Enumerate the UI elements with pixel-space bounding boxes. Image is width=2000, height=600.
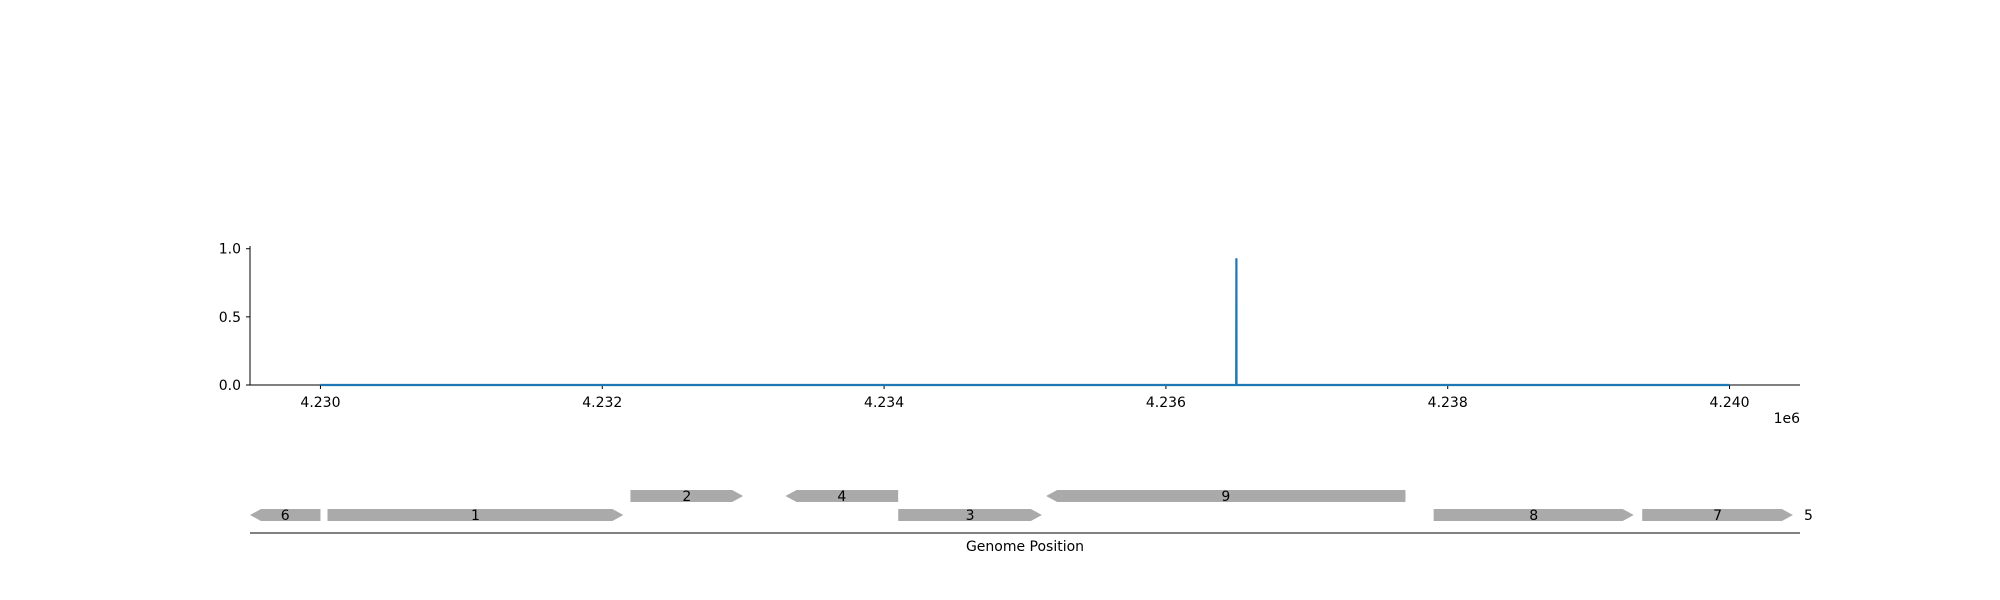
gene-label: 7: [1713, 508, 1722, 524]
gene-arrow: [785, 490, 899, 502]
x-tick-label: 4.238: [1428, 395, 1468, 411]
x-offset-label: 1e6: [1774, 411, 1801, 427]
y-tick-label: 0.0: [219, 378, 241, 394]
x-tick-label: 4.236: [1146, 395, 1186, 411]
gene-label: 8: [1529, 508, 1538, 524]
x-axis-label: Genome Position: [966, 539, 1084, 555]
gene-arrow: [1642, 509, 1793, 521]
gene-label: 5: [1804, 508, 1813, 524]
gene-track: 6 1 2 4 3 9 8 7 5 Genome Position: [250, 489, 1813, 555]
gene-arrow: [327, 509, 624, 521]
y-tick-label: 1.0: [219, 242, 241, 258]
gene-arrow: [898, 509, 1042, 521]
gene-arrow: [630, 490, 744, 502]
gene-label: 4: [837, 489, 846, 505]
coverage-series-line: [320, 258, 1730, 387]
x-tick-label: 4.230: [300, 395, 340, 411]
gene-label: 2: [682, 489, 691, 505]
y-tick-label: 0.5: [219, 310, 241, 326]
gene-label: 6: [281, 508, 290, 524]
gene-arrow: [250, 509, 321, 521]
x-tick-label: 4.234: [864, 395, 904, 411]
gene-arrow: [1046, 490, 1406, 502]
gene-label: 3: [966, 508, 975, 524]
x-tick-label: 4.232: [582, 395, 622, 411]
gene-label: 1: [471, 508, 480, 524]
x-tick-label: 4.240: [1709, 395, 1749, 411]
coverage-plot: 0.0 0.5 1.0 4.230 4.232 4.234 4.236 4.238 4.240 1…: [219, 242, 1800, 427]
gene-label: 9: [1221, 489, 1230, 505]
gene-arrow: [1433, 509, 1634, 521]
